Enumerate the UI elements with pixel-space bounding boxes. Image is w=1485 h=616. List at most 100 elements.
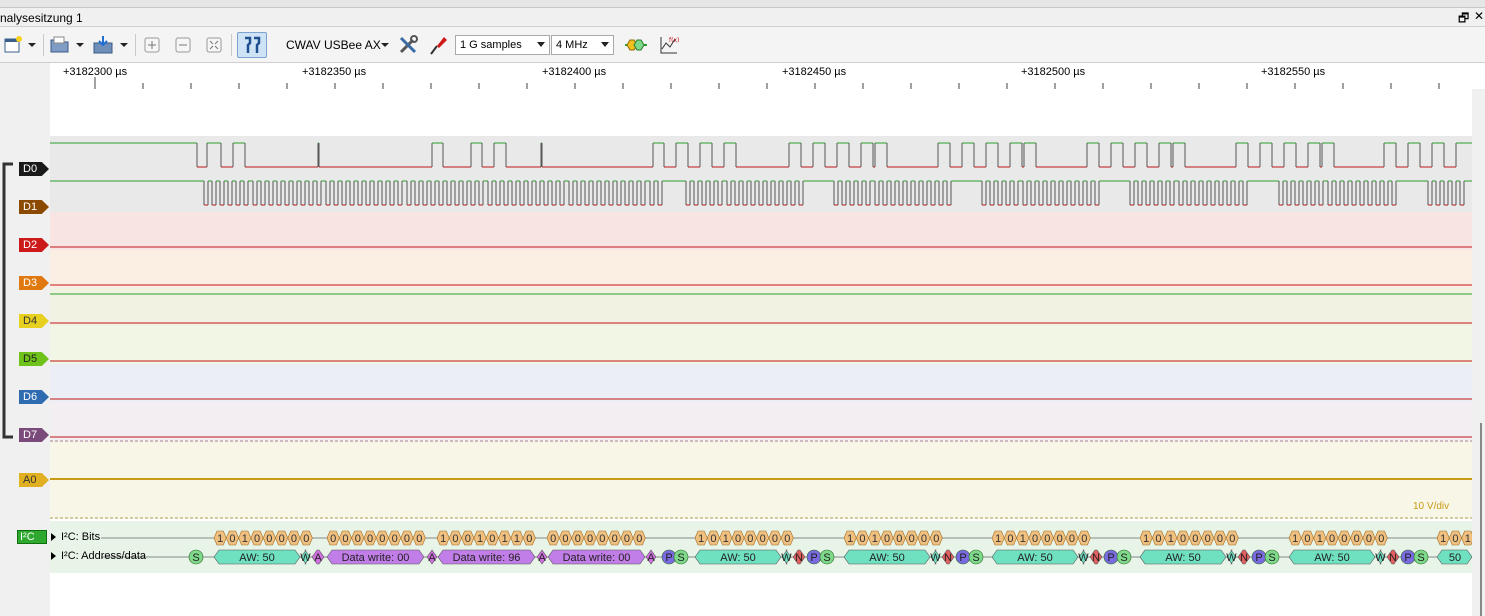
annotation-start (1413, 549, 1429, 565)
channel-label-d3[interactable]: D3 (19, 276, 49, 290)
configure-device-button[interactable] (395, 32, 421, 58)
zoom-fit-button[interactable] (201, 32, 227, 58)
annotation-text: S (1268, 552, 1275, 564)
bit-value: 0 (526, 533, 532, 545)
bit-value: 0 (636, 533, 642, 545)
annotation-text: A (647, 552, 655, 564)
bit-cell (780, 530, 794, 546)
samples-value: 1 G samples (460, 39, 522, 51)
device-dropdown[interactable] (378, 32, 392, 58)
bit-value: 0 (452, 533, 458, 545)
bit-value: 0 (254, 533, 260, 545)
channel-label-d6[interactable]: D6 (19, 390, 49, 404)
bit-value: 1 (217, 533, 223, 545)
bit-value: 0 (489, 533, 495, 545)
bit-value: 0 (599, 533, 605, 545)
channel-label-d1[interactable]: D1 (19, 200, 49, 214)
annotation-text: P (1404, 552, 1411, 564)
channel-label-d2[interactable]: D2 (19, 238, 49, 252)
run-button[interactable] (623, 32, 649, 58)
bit-value: 0 (1354, 533, 1360, 545)
channel-band (50, 250, 1472, 288)
channel-label-a0[interactable]: A0 (19, 473, 49, 487)
math-button[interactable]: f(x) (655, 32, 681, 58)
channel-band (50, 212, 1472, 250)
bit-value: 0 (1044, 533, 1050, 545)
bit-cell (1225, 530, 1239, 546)
restore-button[interactable]: 🗗 (1458, 11, 1470, 25)
bit-value: 0 (550, 533, 556, 545)
zoom-fit-icon (206, 37, 222, 53)
bit-cell (632, 530, 646, 546)
bit-value: 0 (1205, 533, 1211, 545)
annotation-text: N (795, 552, 803, 564)
bit-value: 1 (872, 533, 878, 545)
bit-value: 0 (575, 533, 581, 545)
chevron-down-icon (381, 43, 389, 47)
bit-cell (1077, 530, 1091, 546)
save-dropdown[interactable] (118, 32, 130, 58)
new-session-dropdown[interactable] (26, 32, 38, 58)
bit-value: 0 (303, 533, 309, 545)
bit-value: 0 (416, 533, 422, 545)
i2c-bits-row-label: I²C: Bits (61, 531, 101, 543)
bit-value: 0 (1366, 533, 1372, 545)
channel-label-d0[interactable]: D0 (19, 162, 49, 176)
save-button[interactable] (90, 32, 116, 58)
annotation-rw (1078, 549, 1089, 565)
bit-value: 1 (1440, 533, 1446, 545)
bit-cell (522, 530, 536, 546)
open-dropdown[interactable] (74, 32, 86, 58)
bit-value: 1 (440, 533, 446, 545)
bit-value: 0 (909, 533, 915, 545)
annotation-text: A (538, 552, 546, 564)
annotation-text: W (781, 552, 792, 564)
channel-label-d5[interactable]: D5 (19, 352, 49, 366)
vertical-scrollbar[interactable] (1472, 89, 1485, 616)
channel-waveforms (50, 142, 1472, 480)
bit-value: 0 (465, 533, 471, 545)
scrollbar-thumb[interactable] (1480, 423, 1482, 616)
open-button[interactable] (48, 32, 72, 58)
bit-value: 0 (859, 533, 865, 545)
annotation-start (968, 549, 984, 565)
probe-button[interactable] (426, 32, 450, 58)
annotation-text: Data write: 00 (342, 552, 410, 564)
channel-band (50, 402, 1472, 440)
decoder-label-i2c[interactable]: I²C (17, 530, 47, 544)
annotation-text: S (823, 552, 830, 564)
zoom-in-button[interactable] (139, 32, 165, 58)
expand-icon[interactable] (51, 552, 56, 560)
annotation-rw (1226, 549, 1237, 565)
annotation-addr (694, 549, 782, 565)
annotation-rw (300, 549, 311, 565)
cursors-toggle[interactable] (237, 32, 267, 58)
bit-cell (412, 530, 426, 546)
configure-device-icon (399, 35, 418, 54)
bit-value: 1 (502, 533, 508, 545)
bit-value: 1 (723, 533, 729, 545)
new-session-button[interactable] (2, 32, 24, 58)
close-button[interactable]: ✕ (1474, 9, 1485, 23)
chevron-down-icon (76, 43, 84, 47)
samples-select[interactable]: 1 G samples (455, 35, 550, 55)
channel-band (50, 136, 1472, 174)
annotation-nack (941, 549, 955, 565)
cursors-icon (245, 36, 261, 53)
bit-value: 0 (562, 533, 568, 545)
bit-value: 0 (1069, 533, 1075, 545)
zoom-out-button[interactable] (170, 32, 196, 58)
expand-icon[interactable] (51, 533, 56, 541)
open-folder-icon (50, 36, 69, 53)
bit-value: 1 (1020, 533, 1026, 545)
rate-select[interactable]: 4 MHz (551, 35, 614, 55)
session-title: nalysesitzung 1 (0, 11, 83, 25)
channel-label-d4[interactable]: D4 (19, 314, 49, 328)
bit-value: 1 (242, 533, 248, 545)
channel-label-d7[interactable]: D7 (19, 428, 49, 442)
bit-value: 0 (355, 533, 361, 545)
chevron-down-icon (601, 42, 609, 47)
bit-value: 0 (760, 533, 766, 545)
